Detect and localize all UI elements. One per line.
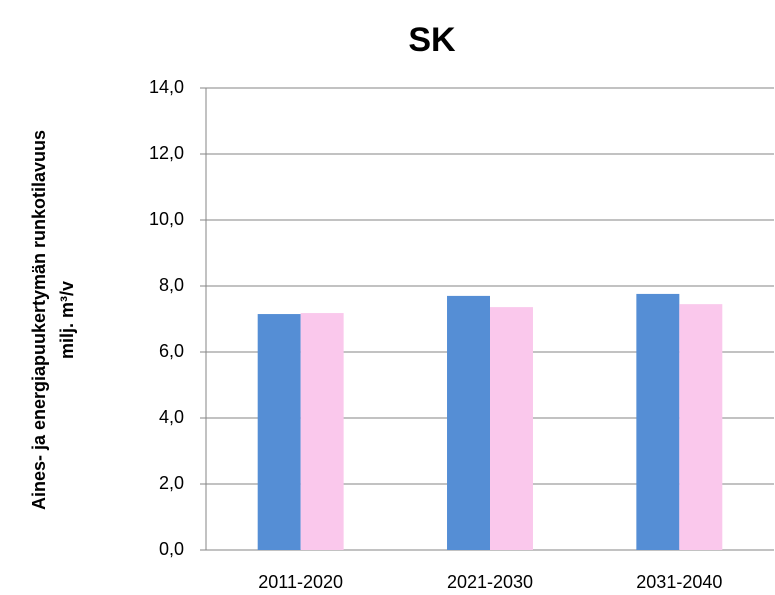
bar [257,314,301,550]
x-tick-label: 2021-2030 [447,572,533,592]
y-tick-label: 12,0 [149,143,184,163]
y-axis-label: milj. m³/v [57,281,77,359]
y-tick-label: 4,0 [159,407,184,427]
y-tick-label: 2,0 [159,473,184,493]
chart-title: SK [408,21,456,59]
bar [447,295,490,550]
y-tick-label: 6,0 [159,341,184,361]
y-tick-label: 0,0 [159,539,184,559]
y-tick-label: 10,0 [149,209,184,229]
bar [679,304,723,550]
x-tick-label: 2031-2040 [636,572,722,592]
y-tick-label: 8,0 [159,275,184,295]
y-axis-label: Aines- ja energiapuukertymän runkotilavu… [29,130,49,510]
x-tick-label: 2011-2020 [258,572,343,592]
y-tick-label: 14,0 [149,77,184,97]
bar [300,313,344,550]
bar [490,307,533,550]
bar [636,293,680,550]
